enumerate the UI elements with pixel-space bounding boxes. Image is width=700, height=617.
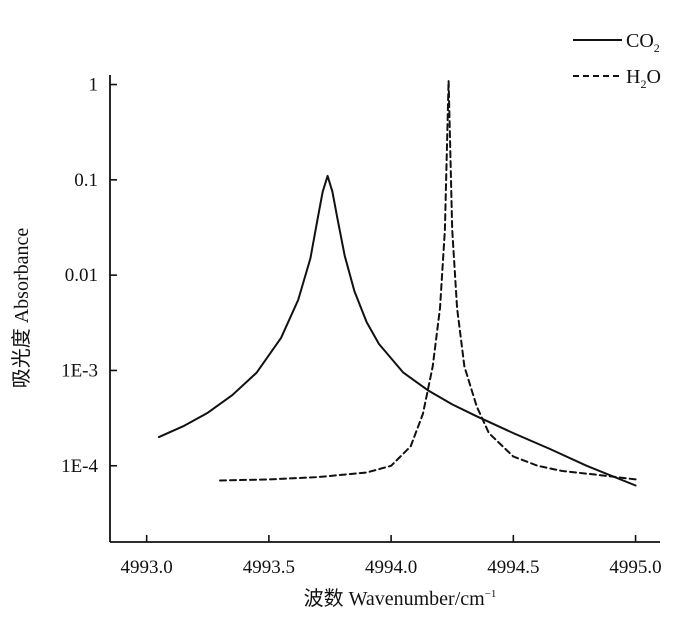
data-series — [157, 79, 637, 487]
y-tick-label: 0.01 — [65, 265, 98, 286]
y-tick-label: 1E-4 — [61, 456, 98, 477]
x-tick-label: 4994.5 — [487, 557, 539, 578]
axes — [109, 75, 660, 543]
legend: CO2 H2O — [573, 30, 661, 91]
x-tick-label: 4994.0 — [365, 557, 417, 578]
ticks: 4993.0 4993.5 4994.0 4994.5 4995.0 1E-4 1E-3 0.… — [61, 75, 662, 578]
y-tick-label: 1 — [89, 75, 99, 96]
y-tick-label: 0.1 — [74, 170, 98, 191]
co2-series-line — [157, 174, 637, 487]
x-tick-label: 4993.0 — [121, 557, 173, 578]
x-axis-title: 波数 Wavenumber/cm−1 — [304, 587, 497, 610]
legend-co2-label: CO2 — [626, 30, 660, 55]
x-tick-label: 4995.0 — [609, 557, 661, 578]
legend-h2o-label: H2O — [626, 66, 661, 91]
y-tick-label: 1E-3 — [61, 360, 98, 381]
h2o-series-line — [219, 79, 637, 482]
x-tick-label: 4993.5 — [243, 557, 295, 578]
y-axis-title: 吸光度 Absorbance — [10, 228, 33, 389]
